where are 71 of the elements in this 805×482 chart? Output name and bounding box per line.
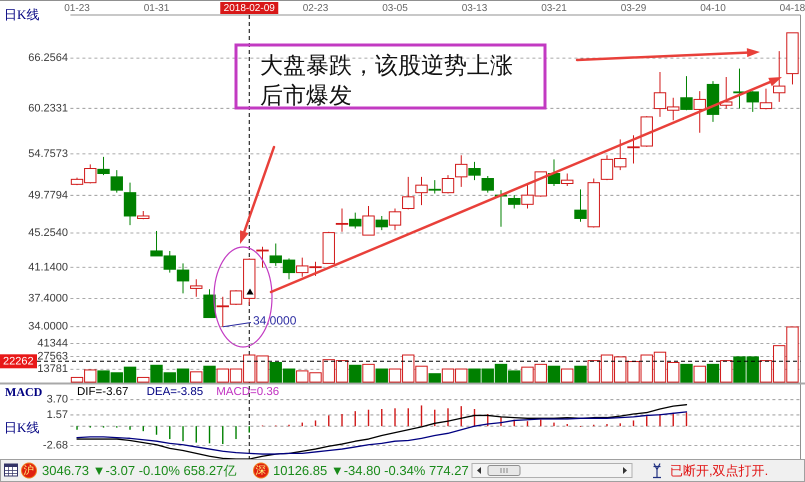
candlestick bbox=[97, 156, 110, 176]
candlestick bbox=[336, 208, 348, 232]
x-tick-label: 01-31 bbox=[144, 3, 170, 14]
bar bbox=[706, 364, 720, 383]
bar bbox=[190, 371, 202, 383]
candlestick bbox=[415, 176, 428, 206]
bar bbox=[548, 366, 560, 383]
candlestick bbox=[388, 208, 402, 231]
candlestick bbox=[362, 205, 375, 236]
bar bbox=[203, 366, 216, 383]
candlestick bbox=[680, 76, 693, 111]
x-tick-label: 03-05 bbox=[382, 3, 408, 14]
chart-title: MACD bbox=[5, 385, 43, 399]
y-tick-label: 66.2564 bbox=[28, 52, 68, 64]
x-tick-label: 03-21 bbox=[541, 3, 568, 14]
text: DEA=-3.85 bbox=[146, 386, 204, 398]
bar bbox=[362, 364, 375, 383]
x-tick-label: 01-23 bbox=[64, 3, 90, 14]
candlestick bbox=[455, 154, 468, 188]
candlestick bbox=[349, 212, 362, 229]
bar bbox=[428, 373, 441, 383]
candlestick bbox=[760, 88, 772, 110]
y-tick-label: 13781 bbox=[37, 363, 68, 376]
text: 日K线 bbox=[4, 420, 40, 435]
y-tick-label: 41344 bbox=[37, 337, 68, 350]
x-tick-label: 03-29 bbox=[620, 3, 647, 14]
bar bbox=[574, 366, 587, 383]
bar bbox=[376, 368, 388, 383]
candlestick bbox=[190, 278, 202, 298]
text: MACD=0.36 bbox=[216, 386, 280, 398]
y-tick-label: 27563 bbox=[37, 350, 68, 362]
candlestick bbox=[574, 188, 587, 222]
candlestick bbox=[746, 90, 759, 112]
candlestick bbox=[203, 288, 216, 318]
chart-title: 日K线 bbox=[4, 7, 40, 22]
x-tick-label: 03-13 bbox=[462, 3, 488, 14]
candlestick bbox=[561, 173, 574, 187]
text: 10126.85 ▼-34.80 -0.34% 774.27 bbox=[273, 463, 469, 478]
y-tick-label: 3.70 bbox=[46, 394, 68, 406]
bar bbox=[680, 364, 693, 383]
bar bbox=[137, 376, 150, 383]
candlestick bbox=[402, 176, 414, 210]
candlestick bbox=[256, 246, 269, 268]
bar bbox=[720, 360, 732, 383]
candlestick bbox=[773, 50, 786, 102]
ref-line-label: 22262 bbox=[3, 355, 34, 368]
x-tick-label: 2018-02-09 bbox=[224, 3, 276, 14]
y-tick-label: 49.7794 bbox=[28, 189, 68, 202]
x-tick-label: 04-10 bbox=[700, 3, 726, 14]
y-tick-label: 54.7573 bbox=[28, 148, 68, 160]
y-tick-label: 60.2331 bbox=[28, 102, 68, 114]
text: 3046.73 ▼-3.07 -0.10% 658.27亿 bbox=[42, 463, 236, 478]
candlestick bbox=[694, 90, 706, 134]
bar bbox=[694, 366, 706, 383]
candlestick bbox=[468, 161, 481, 181]
annotation: 大盘暴跌，该股逆势上涨后市爆发 bbox=[260, 53, 513, 108]
y-tick-label: 34.0000 bbox=[28, 320, 68, 333]
bar bbox=[561, 368, 574, 383]
y-tick-label: 45.2540 bbox=[28, 227, 68, 240]
y-tick-label: 1.57 bbox=[46, 408, 68, 421]
y-tick-label: -2.68 bbox=[42, 439, 68, 452]
line-series bbox=[76, 411, 688, 455]
text: DIF=-3.67 bbox=[77, 386, 128, 398]
text: 已断开,双点打开. bbox=[670, 463, 768, 478]
bar bbox=[349, 364, 362, 383]
candlestick bbox=[110, 170, 123, 194]
y-tick-label: 37.4000 bbox=[28, 292, 68, 304]
x-tick-label: 02-23 bbox=[302, 3, 329, 14]
x-tick-label: 04-18 bbox=[780, 3, 805, 14]
candlestick bbox=[124, 182, 136, 226]
y-tick-label: 41.1400 bbox=[28, 261, 68, 274]
